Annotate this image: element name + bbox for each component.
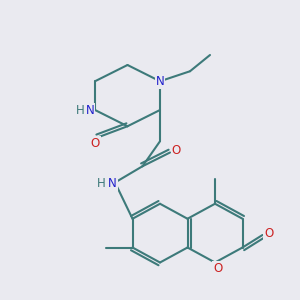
Text: O: O	[264, 227, 273, 240]
Text: N: N	[108, 177, 117, 190]
Text: O: O	[90, 137, 100, 150]
Text: H: H	[97, 177, 106, 190]
Text: N: N	[156, 75, 164, 88]
Text: O: O	[172, 143, 181, 157]
Text: N: N	[85, 103, 94, 116]
Text: H: H	[76, 103, 84, 116]
Text: O: O	[213, 262, 222, 275]
